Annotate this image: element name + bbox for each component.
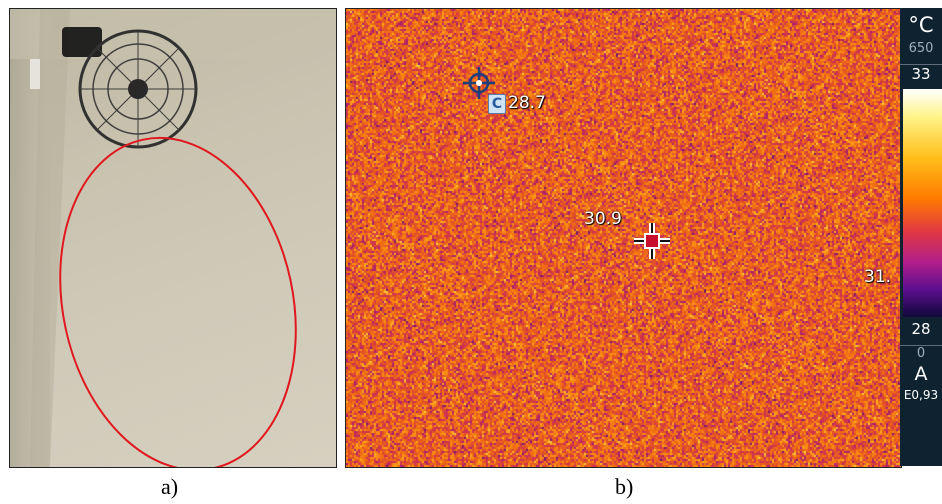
photo-scene — [10, 9, 336, 467]
thermal-noise-image — [346, 9, 901, 467]
scale-range-top: 650 — [908, 41, 934, 56]
scale-unit: °C — [908, 13, 934, 37]
edge-temperature: 31. — [864, 267, 892, 287]
thermal-overlay — [463, 67, 670, 259]
photo-panel — [9, 8, 337, 468]
wall-corner — [30, 9, 70, 467]
cold-spot-temperature: 28.7 — [508, 93, 546, 113]
color-scale-bar — [903, 89, 942, 317]
center-spot-crosshair-icon — [634, 223, 670, 259]
outline-ellipse — [59, 136, 297, 467]
caption-a: a) — [161, 474, 179, 499]
cold-spot-marker: C — [488, 94, 506, 114]
emissivity: E0,93 — [903, 388, 939, 402]
caption-b: b) — [615, 474, 634, 499]
measure-mode: A — [914, 363, 928, 385]
cold-spot-crosshair-icon — [463, 67, 495, 99]
scale-lower-label: 0 — [900, 345, 942, 361]
wall-fan — [30, 27, 198, 149]
temperature-scale: °C 650 33 28 0 A E0,93 — [900, 8, 942, 466]
scale-min-value: 28 — [911, 320, 931, 338]
scale-max-value: 33 — [900, 64, 942, 83]
thermal-panel: C 28.7 30.9 31. — [345, 8, 902, 468]
center-spot-temperature: 30.9 — [584, 209, 622, 229]
